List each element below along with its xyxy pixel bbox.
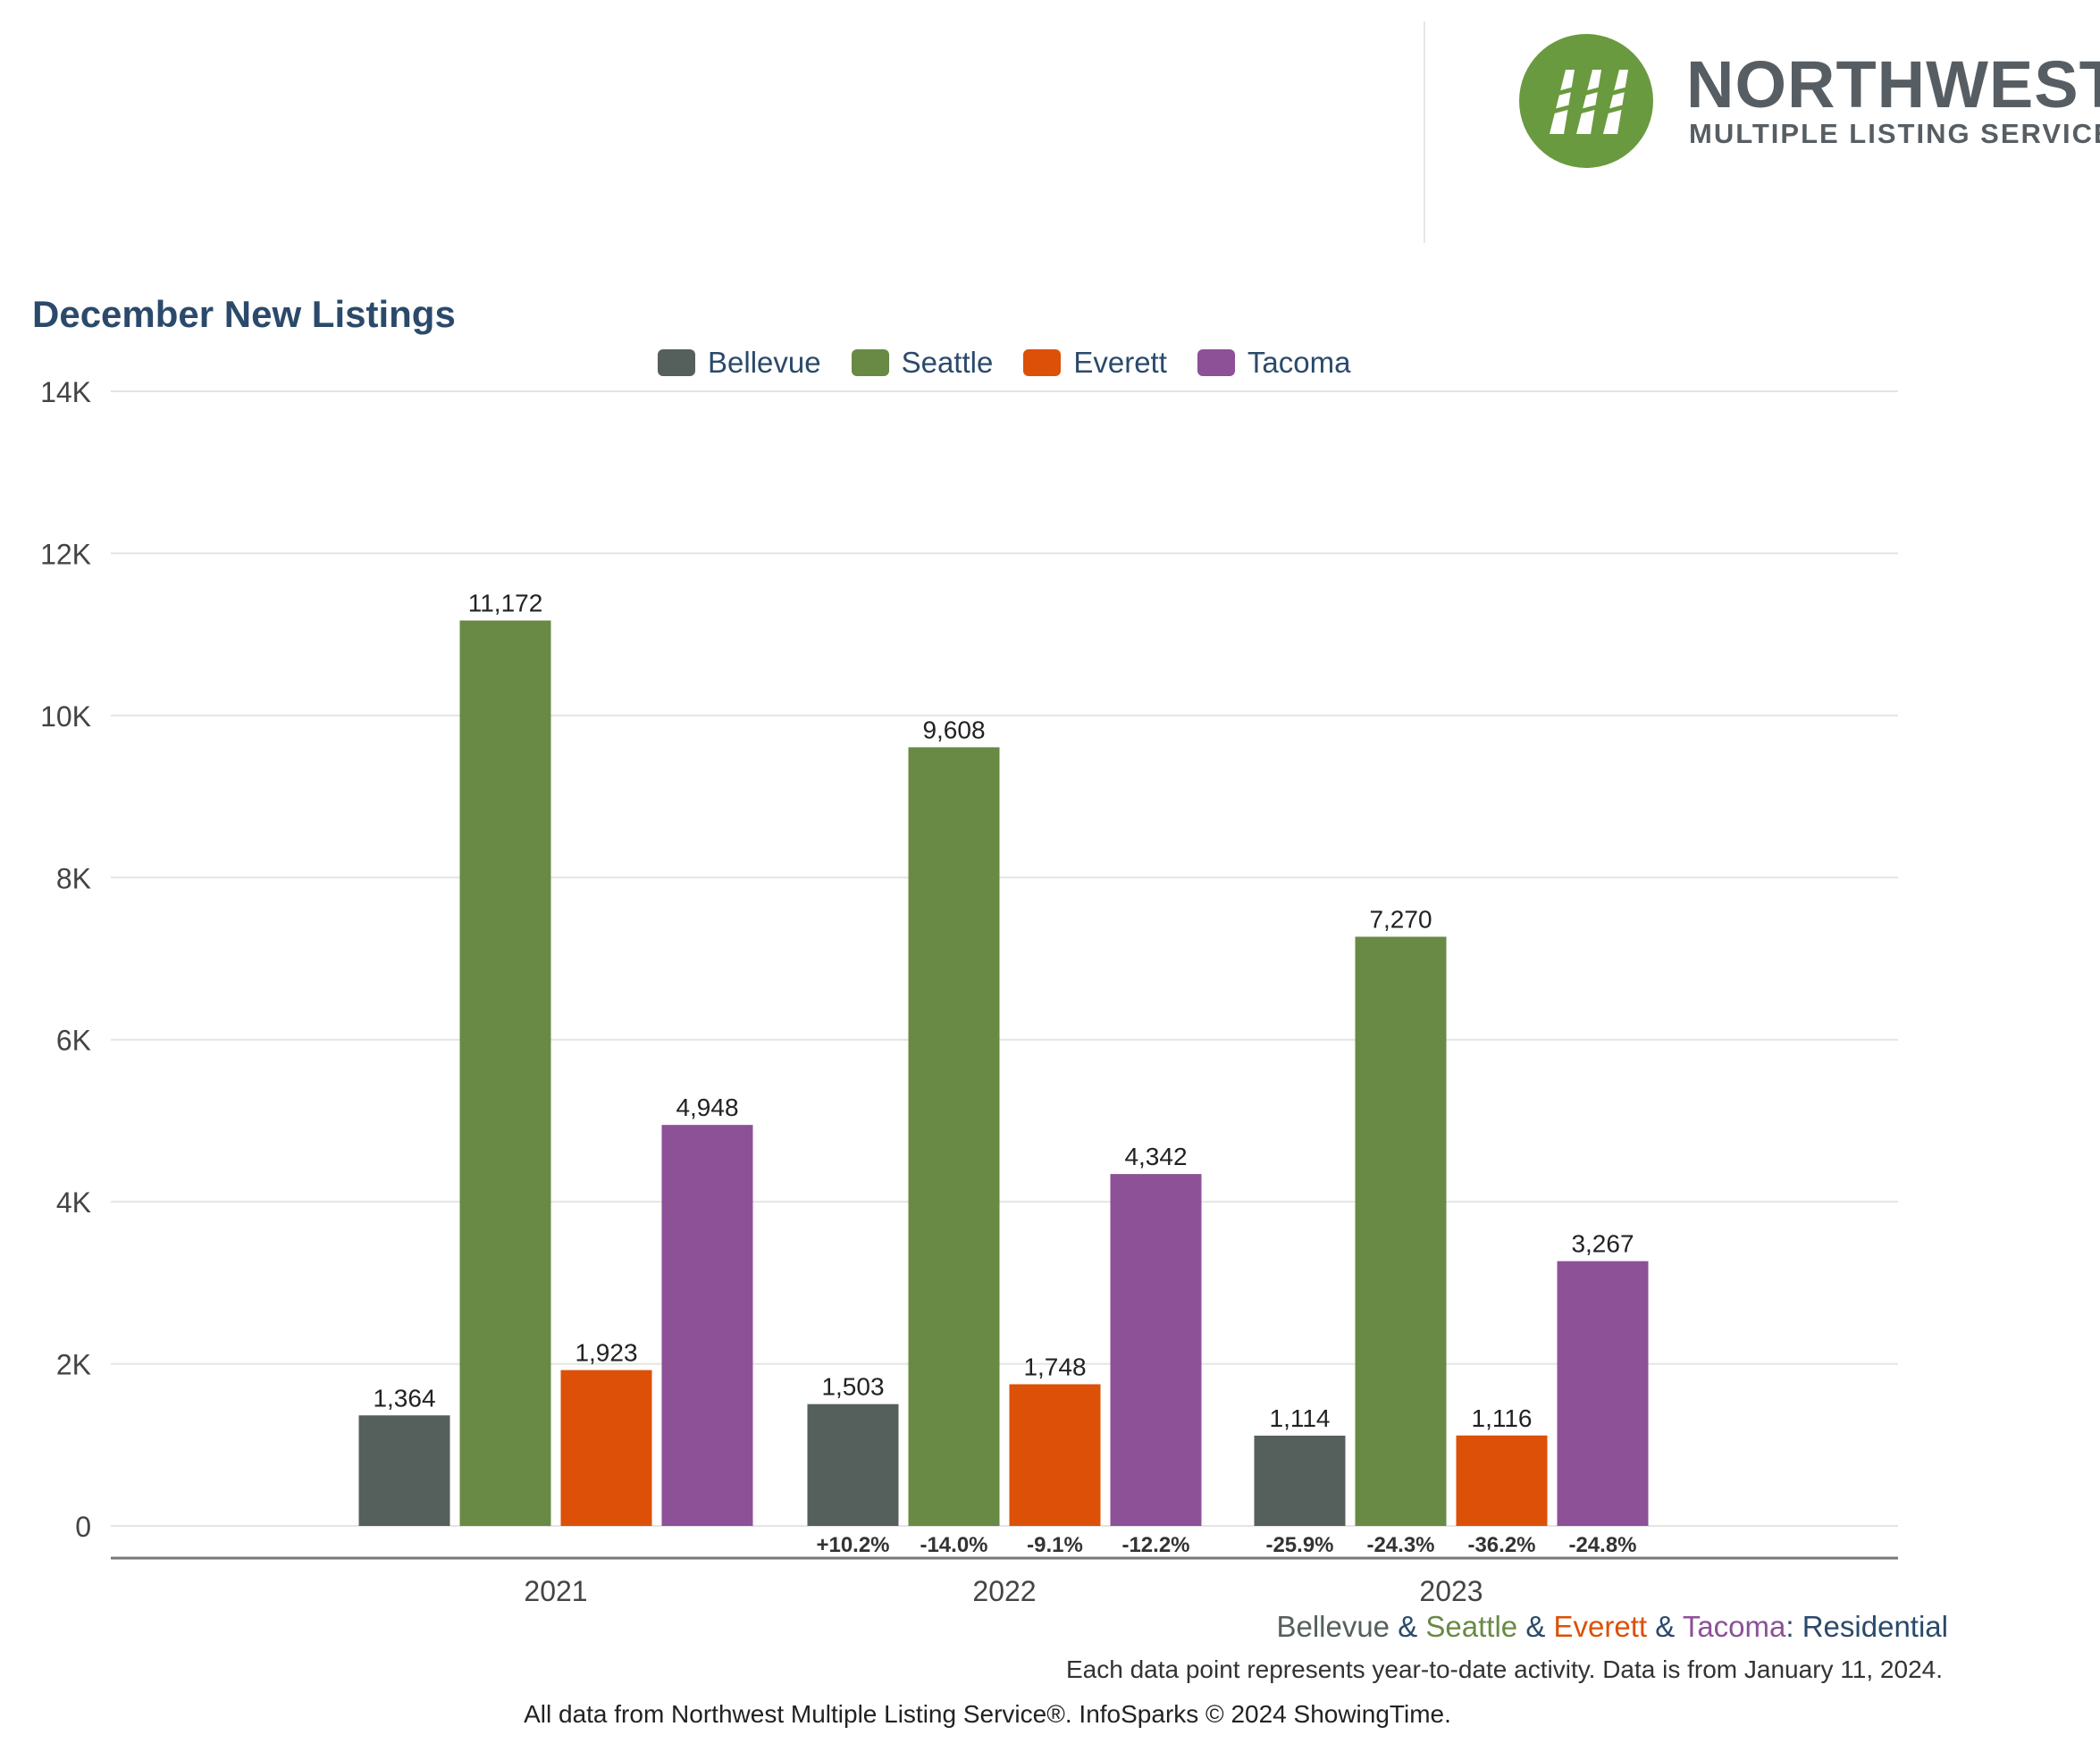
bar-seattle-2021: [459, 620, 551, 1526]
y-tick-label: 10K: [40, 700, 91, 733]
bar-bellevue-2023: [1254, 1435, 1346, 1526]
area-separator: &: [1655, 1610, 1676, 1643]
nwmls-logo: NORTHWEST MULTIPLE LISTING SERVICE.: [1519, 34, 2100, 168]
y-tick-label: 0: [75, 1511, 91, 1543]
data-label: 1,364: [373, 1384, 435, 1412]
legend-item-tacoma[interactable]: Tacoma: [1197, 346, 1351, 380]
bar-bellevue-2021: [358, 1415, 450, 1526]
legend-swatch-bellevue: [658, 349, 695, 376]
legend-label-tacoma: Tacoma: [1247, 346, 1351, 379]
footer-credit: All data from Northwest Multiple Listing…: [524, 1700, 1451, 1728]
bar-everett-2022: [1009, 1384, 1101, 1526]
bar-seattle-2022: [908, 747, 1000, 1526]
legend-swatch-seattle: [851, 349, 889, 376]
legend-label-everett: Everett: [1073, 346, 1167, 379]
bar-bellevue-2022: [807, 1404, 899, 1526]
area-tacoma: Tacoma: [1682, 1610, 1786, 1643]
percent-change-label: -14.0%: [920, 1533, 987, 1557]
bar-tacoma-2022: [1110, 1174, 1202, 1526]
percent-change-label: +10.2%: [816, 1533, 889, 1557]
logo-trees-icon: [1519, 34, 1653, 168]
y-tick-label: 4K: [56, 1186, 91, 1219]
percent-change-label: -12.2%: [1121, 1533, 1189, 1557]
data-label: 1,116: [1472, 1404, 1533, 1432]
chart-title: December New Listings: [32, 293, 456, 335]
area-bellevue: Bellevue: [1276, 1610, 1390, 1643]
bar-everett-2021: [560, 1370, 652, 1526]
percent-change-label: -9.1%: [1027, 1533, 1083, 1557]
data-label: 4,342: [1124, 1143, 1187, 1170]
y-tick-label: 2K: [56, 1349, 91, 1381]
y-tick-label: 6K: [56, 1025, 91, 1057]
bar-tacoma-2023: [1557, 1261, 1649, 1526]
data-label: 9,608: [922, 716, 985, 743]
percent-change-label: -24.8%: [1568, 1533, 1636, 1557]
legend-swatch-tacoma: [1197, 349, 1235, 376]
percent-change-label: -24.3%: [1366, 1533, 1434, 1557]
logo-name: NORTHWEST: [1686, 47, 2100, 122]
y-tick-label: 14K: [40, 376, 91, 408]
header-divider: [1424, 21, 1425, 243]
x-tick-label: 2022: [972, 1575, 1036, 1607]
x-tick-label: 2023: [1419, 1575, 1483, 1607]
data-label: 1,923: [575, 1339, 637, 1367]
property-type: : Residential: [1785, 1610, 1948, 1643]
x-tick-label: 2021: [524, 1575, 587, 1607]
chart-legend: Bellevue Seattle Everett Tacoma: [658, 346, 1381, 380]
legend-label-seattle: Seattle: [901, 346, 994, 379]
area-separator: &: [1525, 1610, 1546, 1643]
logo-subtitle: MULTIPLE LISTING SERVICE.: [1689, 118, 2100, 149]
legend-label-bellevue: Bellevue: [708, 346, 821, 379]
bar-tacoma-2021: [661, 1125, 753, 1526]
bar-seattle-2023: [1355, 936, 1447, 1526]
data-label: 1,748: [1023, 1353, 1086, 1380]
legend-swatch-everett: [1023, 349, 1062, 376]
area-everett: Everett: [1553, 1610, 1648, 1643]
area-seattle: Seattle: [1425, 1610, 1518, 1643]
percent-change-label: -36.2%: [1467, 1533, 1535, 1557]
data-label: 3,267: [1571, 1230, 1634, 1258]
legend-item-everett[interactable]: Everett: [1023, 346, 1167, 380]
data-label: 1,114: [1270, 1404, 1331, 1432]
area-separator: &: [1398, 1610, 1418, 1643]
legend-item-bellevue[interactable]: Bellevue: [658, 346, 821, 380]
legend-item-seattle[interactable]: Seattle: [851, 346, 994, 380]
data-note: Each data point represents year-to-date …: [1065, 1655, 1943, 1683]
data-label: 11,172: [468, 590, 543, 617]
y-tick-label: 12K: [40, 538, 91, 570]
data-label: 1,503: [821, 1373, 884, 1401]
y-tick-label: 8K: [56, 862, 91, 894]
area-filter-summary: Bellevue & Seattle & Everett & Tacoma: R…: [1276, 1610, 1948, 1644]
bar-everett-2023: [1456, 1435, 1548, 1526]
data-label: 7,270: [1369, 906, 1432, 934]
data-label: 4,948: [676, 1094, 738, 1121]
percent-change-label: -25.9%: [1265, 1533, 1333, 1557]
